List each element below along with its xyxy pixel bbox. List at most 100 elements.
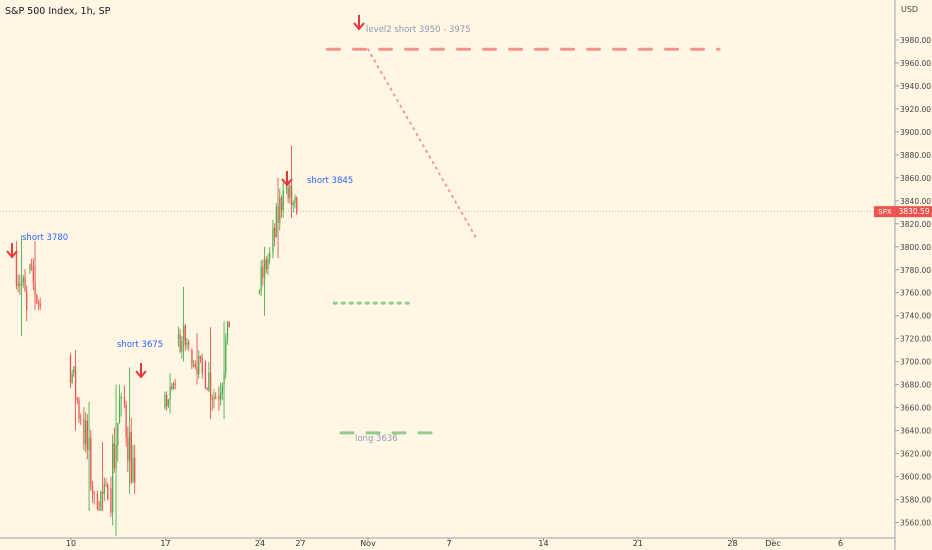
candle-body xyxy=(208,372,210,391)
x-tick-label: 21 xyxy=(633,539,643,548)
candle-body xyxy=(78,400,80,419)
down-arrow-icon xyxy=(135,363,147,379)
candle-body xyxy=(204,361,207,389)
y-tick-label: 3760.00 xyxy=(900,289,931,298)
chart-title: S&P 500 Index, 1h, SP xyxy=(5,6,111,17)
candle-body xyxy=(294,197,296,203)
candle-body xyxy=(290,185,293,205)
candle-body xyxy=(296,197,298,213)
x-tick-label: 7 xyxy=(446,539,451,548)
down-arrow-icon xyxy=(281,171,293,187)
annotation-label: short 3675 xyxy=(117,340,163,350)
y-tick-label: 3700.00 xyxy=(900,358,931,367)
y-tick-label: 3560.00 xyxy=(900,519,931,528)
x-tick-label: 17 xyxy=(160,539,170,548)
candle-body xyxy=(88,437,90,451)
candle-body xyxy=(86,420,89,451)
y-tick-label: 3720.00 xyxy=(900,335,931,344)
candles-group xyxy=(15,145,298,537)
candle-body xyxy=(34,282,36,296)
candle-body xyxy=(201,358,203,374)
candle-body xyxy=(225,339,227,373)
candle-body xyxy=(85,420,87,445)
candle-body xyxy=(24,277,26,292)
annotation-label: short 3845 xyxy=(307,176,353,186)
candle-body xyxy=(128,431,131,462)
y-tick-label: 3840.00 xyxy=(900,197,931,206)
candle-body xyxy=(199,355,202,359)
y-tick-label: 3800.00 xyxy=(900,243,931,252)
candle-body xyxy=(289,185,291,198)
candle-body xyxy=(166,395,168,407)
candle-body xyxy=(267,258,269,270)
price-tag-value: 3830.59 xyxy=(898,207,929,216)
candle-body xyxy=(32,265,35,283)
candle-body xyxy=(26,291,28,310)
down-arrow-icon xyxy=(353,15,365,31)
y-tick-label: 3900.00 xyxy=(900,128,931,137)
candle-body xyxy=(125,404,127,439)
x-tick-label: 14 xyxy=(538,539,548,548)
candle-body xyxy=(132,458,134,483)
candle-body xyxy=(36,295,38,302)
candle-body xyxy=(209,372,212,400)
candle-body xyxy=(191,350,193,366)
y-tick-label: 3640.00 xyxy=(900,427,931,436)
candle-body xyxy=(196,366,198,375)
x-tick-label: 28 xyxy=(727,539,737,548)
candle-body xyxy=(193,364,195,366)
candle-body xyxy=(221,385,224,394)
candle-body xyxy=(218,396,220,400)
candle-body xyxy=(112,443,114,513)
candle-body xyxy=(31,264,33,266)
candle-body xyxy=(220,393,222,400)
candle-body xyxy=(263,259,266,278)
y-tick-label: 3740.00 xyxy=(900,312,931,321)
y-tick-label: 3580.00 xyxy=(900,496,931,505)
x-tick-label: 6 xyxy=(838,539,843,548)
candle-body xyxy=(285,187,288,190)
candle-body xyxy=(37,301,40,304)
candle-body xyxy=(211,399,213,401)
candle-body xyxy=(29,264,31,270)
x-tick-label: Dec xyxy=(765,539,780,548)
candle-body xyxy=(184,325,186,345)
candle-body xyxy=(265,259,267,270)
candle-body xyxy=(20,283,23,286)
candle-body xyxy=(172,383,175,389)
x-tick-label: Nov xyxy=(360,539,376,548)
y-tick-label: 3660.00 xyxy=(900,404,931,413)
y-tick-label: 3680.00 xyxy=(900,381,931,390)
candle-body xyxy=(107,484,109,500)
candle-body xyxy=(69,355,72,383)
candle-body xyxy=(274,228,276,237)
candle-body xyxy=(164,395,166,408)
candle-body xyxy=(98,509,100,510)
annotation-label: short 3780 xyxy=(22,233,68,243)
y-tick-label: 3960.00 xyxy=(900,59,931,68)
candle-body xyxy=(130,431,132,483)
candle-body xyxy=(182,325,185,342)
candle-body xyxy=(15,252,18,287)
candle-body xyxy=(213,396,215,400)
y-tick-label: 3980.00 xyxy=(900,36,931,45)
x-tick-label: 24 xyxy=(255,539,265,548)
y-tick-label: 3860.00 xyxy=(900,174,931,183)
candle-body xyxy=(167,399,170,407)
candle-body xyxy=(262,266,264,278)
candle-body xyxy=(118,398,121,424)
candle-body xyxy=(223,372,225,386)
currency-label: USD xyxy=(901,5,918,14)
candle-body xyxy=(179,334,181,352)
candle-body xyxy=(260,266,262,290)
candle-body xyxy=(177,334,180,339)
candle-body xyxy=(93,492,95,494)
candle-body xyxy=(174,383,176,385)
candle-body xyxy=(117,423,119,446)
candle-body xyxy=(123,396,126,405)
candle-body xyxy=(73,366,75,374)
candle-body xyxy=(110,488,112,513)
y-tick-label: 3880.00 xyxy=(900,151,931,160)
